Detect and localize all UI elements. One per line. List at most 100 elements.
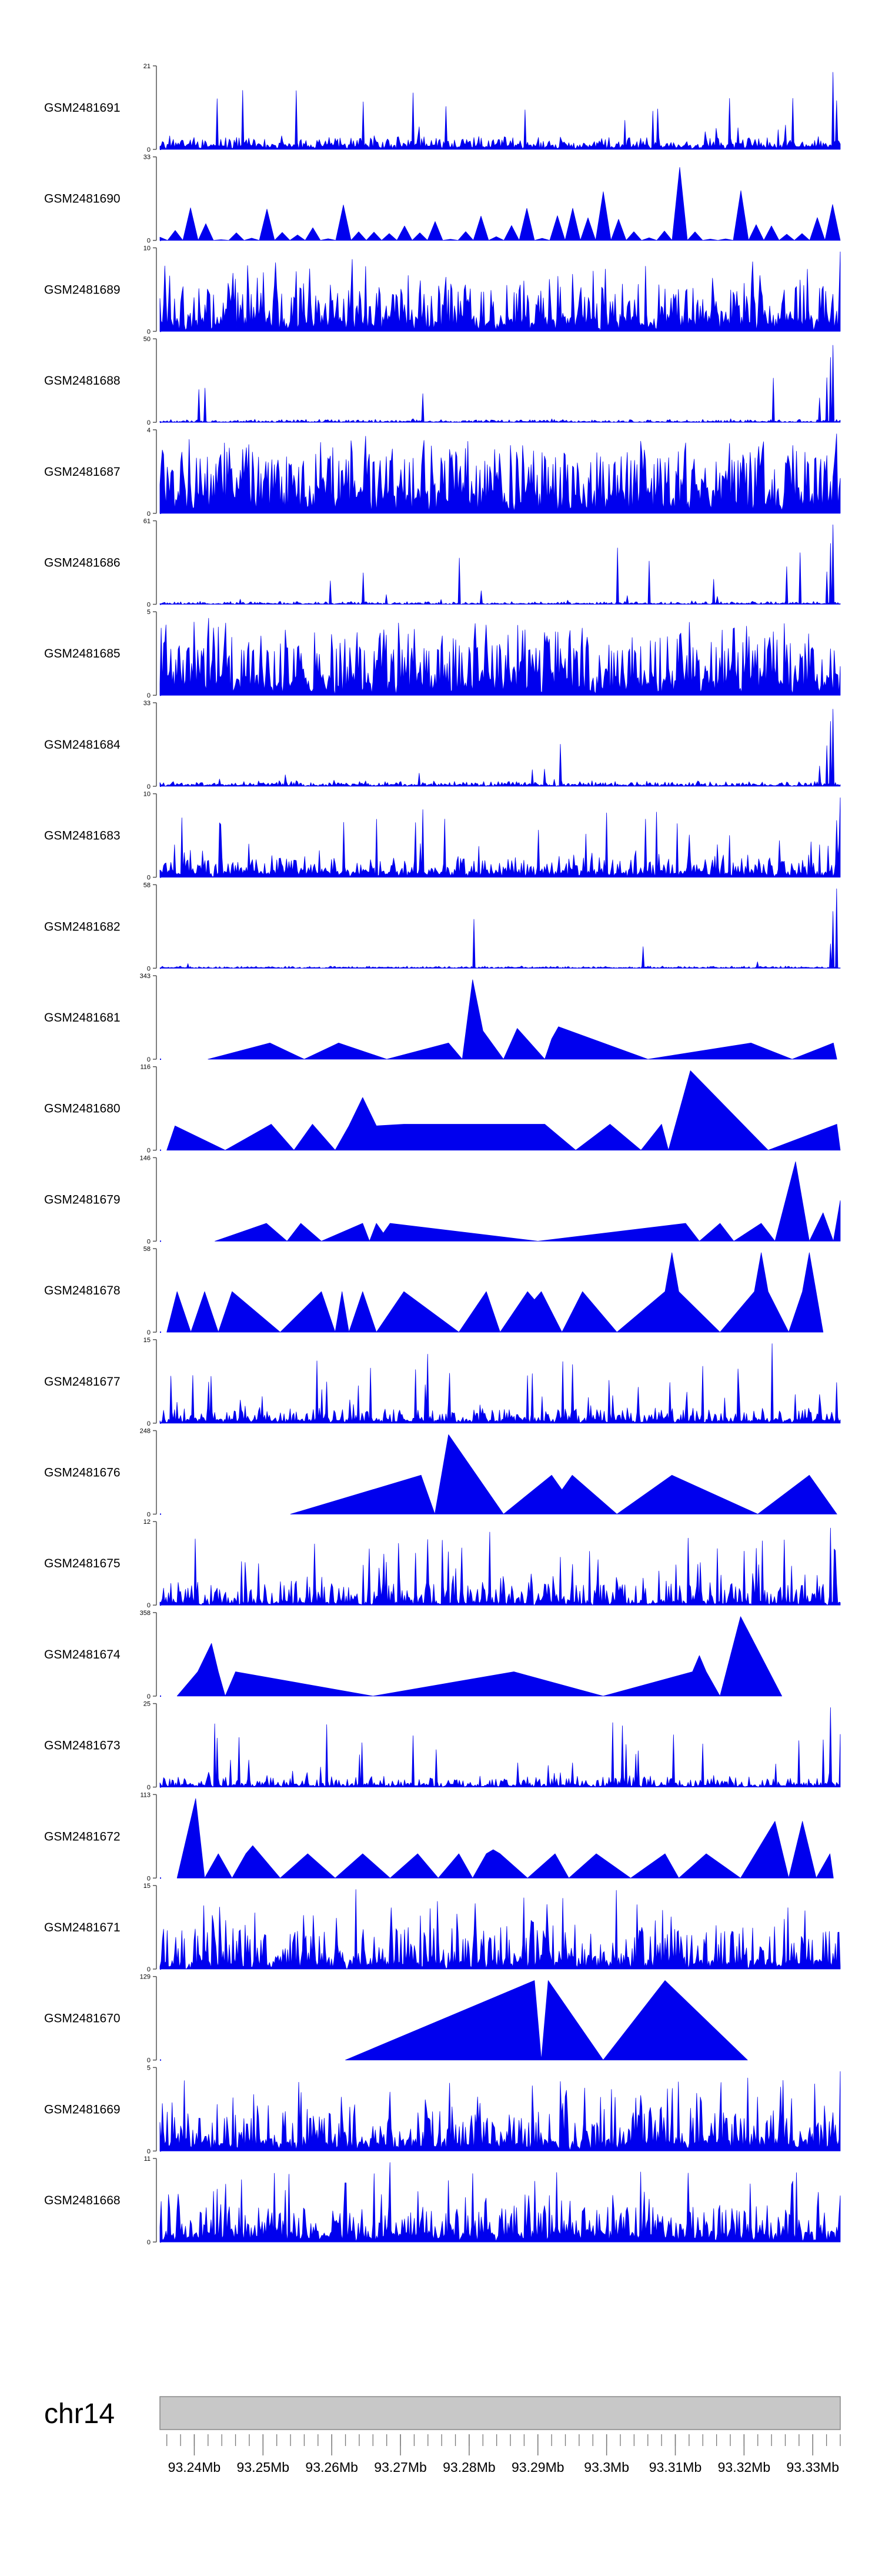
- y-axis-min-label: 0: [147, 1693, 151, 1700]
- y-axis-max-label: 146: [140, 1154, 151, 1162]
- track-label: GSM2481681: [44, 1011, 121, 1025]
- track-label: GSM2481672: [44, 1830, 121, 1843]
- y-axis-min-label: 0: [147, 510, 151, 518]
- track-GSM2481685: GSM2481685 5 0: [44, 609, 841, 699]
- track-GSM2481682: GSM2481682 58 0: [44, 882, 841, 972]
- track-signal-area: [215, 1161, 841, 1242]
- y-axis-min-label: 0: [147, 1329, 151, 1336]
- track-signal-area: [159, 618, 841, 696]
- y-axis-max-label: 248: [140, 1428, 151, 1435]
- y-axis-min-label: 0: [147, 1966, 151, 1973]
- y-axis-min-label: 0: [147, 1147, 151, 1154]
- track-label: GSM2481684: [44, 738, 121, 752]
- y-axis-max-label: 4: [147, 427, 151, 434]
- track-signal-area: [159, 798, 841, 877]
- track-signal-area: [208, 979, 837, 1060]
- axis-tick-label: 93.32Mb: [718, 2460, 771, 2475]
- y-axis-min-label: 0: [147, 1511, 151, 1519]
- track-GSM2481683: GSM2481683 10 0: [44, 791, 841, 882]
- track-label: GSM2481668: [44, 2194, 121, 2207]
- y-axis-max-label: 10: [143, 791, 151, 798]
- axis-tick-label: 93.26Mb: [305, 2460, 358, 2475]
- y-axis-max-label: 129: [140, 1974, 151, 1981]
- track-GSM2481679: GSM2481679 146 0: [44, 1154, 841, 1245]
- track-GSM2481678: GSM2481678 58 0: [44, 1246, 824, 1336]
- axis-tick-label: 93.24Mb: [168, 2460, 221, 2475]
- y-axis-min-label: 0: [147, 1420, 151, 1427]
- y-axis-max-label: 50: [143, 336, 151, 343]
- y-axis-min-label: 0: [147, 2057, 151, 2064]
- track-signal-area: [345, 1980, 748, 2061]
- track-label: GSM2481679: [44, 1193, 121, 1206]
- track-label: GSM2481670: [44, 2012, 121, 2026]
- track-signal-area: [159, 345, 841, 423]
- track-GSM2481676: GSM2481676 248 0: [44, 1428, 837, 1519]
- y-axis-max-label: 5: [147, 609, 151, 616]
- track-label: GSM2481677: [44, 1375, 121, 1389]
- y-axis-min-label: 0: [147, 328, 151, 335]
- axis-ticks: 93.24Mb 93.25Mb 93.26Mb 93.27Mb 93.28Mb 93.29…: [166, 2434, 841, 2475]
- y-axis-max-label: 21: [143, 63, 151, 70]
- track-label: GSM2481682: [44, 920, 121, 933]
- track-label: GSM2481678: [44, 1284, 121, 1297]
- track-GSM2481671: GSM2481671 15 0: [44, 1883, 841, 1973]
- y-axis-max-label: 33: [143, 154, 151, 161]
- track-label: GSM2481685: [44, 647, 121, 660]
- track-GSM2481670: GSM2481670 129 0: [44, 1974, 748, 2064]
- axis-tick-label: 93.29Mb: [512, 2460, 564, 2475]
- y-axis-min-label: 0: [147, 875, 151, 882]
- y-axis-max-label: 11: [144, 2155, 151, 2163]
- y-axis-min-label: 0: [147, 602, 151, 609]
- track-signal-area: [159, 1889, 841, 1970]
- y-axis-max-label: 15: [143, 1337, 151, 1344]
- track-label: GSM2481673: [44, 1739, 121, 1753]
- track-signal-area: [159, 524, 841, 605]
- track-GSM2481687: GSM2481687 4 0: [44, 427, 841, 518]
- y-axis-max-label: 58: [143, 882, 151, 889]
- track-signal-area: [176, 1616, 783, 1697]
- y-axis-max-label: 343: [140, 973, 151, 980]
- genome-axis: chr14 93.24Mb 93.25Mb 93.26Mb 93.27Mb 93.28M…: [44, 2396, 841, 2475]
- track-label: GSM2481669: [44, 2103, 121, 2116]
- y-axis-min-label: 0: [147, 146, 151, 154]
- track-GSM2481669: GSM2481669 5 0: [44, 2064, 841, 2155]
- track-signal-area: [159, 1343, 841, 1424]
- track-label: GSM2481675: [44, 1557, 121, 1570]
- tracks-layer: GSM2481691210GSM2481690330GSM2481689100G…: [44, 63, 841, 2246]
- track-GSM2481673: GSM2481673 25 0: [44, 1701, 841, 1791]
- y-axis-max-label: 113: [140, 1791, 151, 1798]
- track-label: GSM2481689: [44, 283, 121, 296]
- track-label: GSM2481674: [44, 1648, 121, 1661]
- y-axis-min-label: 0: [147, 2239, 151, 2246]
- y-axis-max-label: 15: [143, 1883, 151, 1890]
- track-label: GSM2481683: [44, 829, 121, 843]
- track-label: GSM2481676: [44, 1466, 121, 1480]
- y-axis-max-label: 5: [147, 2064, 151, 2071]
- track-GSM2481686: GSM2481686 61 0: [44, 518, 841, 609]
- track-signal-area: [159, 167, 841, 241]
- y-axis-min-label: 0: [147, 1784, 151, 1791]
- y-axis-max-label: 12: [143, 1519, 151, 1526]
- track-signal-area: [159, 433, 841, 514]
- track-label: GSM2481680: [44, 1102, 121, 1116]
- axis-tick-label: 93.31Mb: [649, 2460, 702, 2475]
- y-axis-max-label: 116: [140, 1064, 151, 1071]
- track-GSM2481668: GSM2481668 11 0: [44, 2155, 841, 2246]
- track-GSM2481689: GSM2481689 10 0: [44, 245, 841, 335]
- track-label: GSM2481691: [44, 101, 121, 115]
- track-GSM2481674: GSM2481674 358 0: [44, 1610, 783, 1700]
- track-signal-area: [176, 1798, 834, 1878]
- track-GSM2481681: GSM2481681 343 0: [44, 973, 837, 1063]
- track-signal-area: [166, 1070, 841, 1151]
- y-axis-min-label: 0: [147, 1056, 151, 1063]
- axis-tick-label: 93.28Mb: [443, 2460, 496, 2475]
- y-axis-max-label: 33: [143, 700, 151, 707]
- y-axis-min-label: 0: [147, 1875, 151, 1882]
- track-signal-area: [159, 251, 841, 332]
- track-signal-area: [159, 1707, 841, 1788]
- track-signal-area: [159, 2071, 841, 2151]
- y-axis-min-label: 0: [147, 419, 151, 426]
- y-axis-max-label: 61: [143, 518, 151, 525]
- track-GSM2481691: GSM2481691 21 0: [44, 63, 841, 154]
